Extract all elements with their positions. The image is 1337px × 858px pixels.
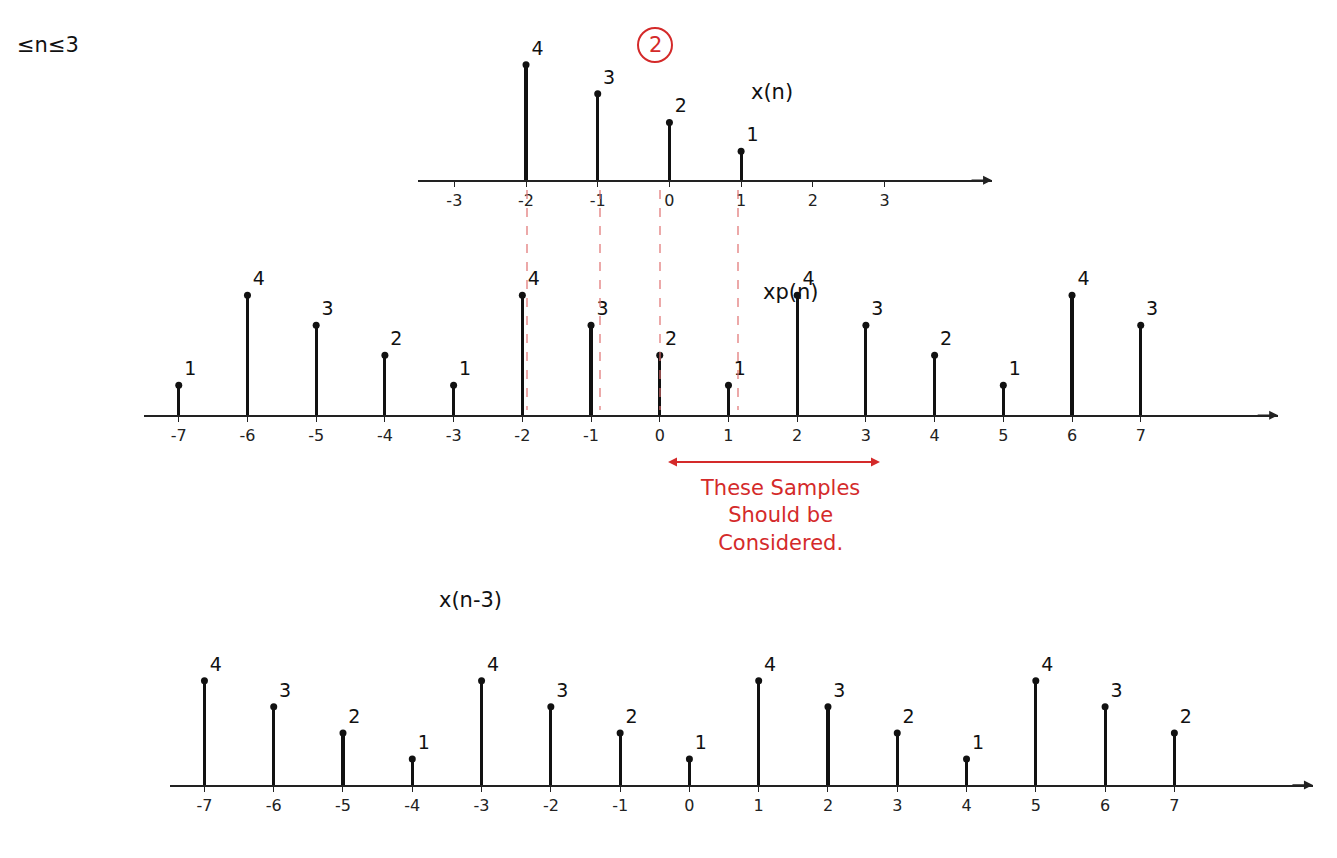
svg-text:2: 2	[940, 327, 952, 349]
svg-text:1: 1	[459, 357, 471, 379]
svg-text:2: 2	[823, 796, 833, 815]
svg-text:1: 1	[754, 796, 764, 815]
svg-text:3: 3	[833, 679, 845, 701]
svg-text:-4: -4	[377, 426, 393, 445]
svg-text:4: 4	[528, 267, 540, 289]
svg-text:-5: -5	[335, 796, 351, 815]
svg-text:1: 1	[734, 357, 746, 379]
svg-text:4: 4	[531, 37, 543, 59]
svg-text:4: 4	[1077, 267, 1089, 289]
svg-text:4: 4	[210, 653, 222, 675]
svg-text:2: 2	[903, 705, 915, 727]
svg-text:0: 0	[664, 191, 674, 210]
svg-text:-2: -2	[543, 796, 559, 815]
svg-text:1: 1	[736, 191, 746, 210]
svg-text:x(n): x(n)	[751, 80, 793, 104]
svg-text:-6: -6	[239, 426, 255, 445]
svg-text:-7: -7	[196, 796, 212, 815]
svg-text:3: 3	[871, 297, 883, 319]
svg-text:4: 4	[487, 653, 499, 675]
svg-text:2: 2	[665, 327, 677, 349]
svg-text:≤n≤3: ≤n≤3	[17, 33, 79, 57]
svg-text:4: 4	[961, 796, 971, 815]
svg-text:2: 2	[675, 94, 687, 116]
svg-text:2: 2	[390, 327, 402, 349]
svg-text:7: 7	[1169, 796, 1179, 815]
svg-text:1: 1	[1009, 357, 1021, 379]
svg-text:-3: -3	[474, 796, 490, 815]
svg-text:-3: -3	[446, 426, 462, 445]
svg-text:0: 0	[655, 426, 665, 445]
svg-text:3: 3	[861, 426, 871, 445]
svg-text:6: 6	[1100, 796, 1110, 815]
svg-text:-1: -1	[590, 191, 606, 210]
svg-text:2: 2	[1180, 705, 1192, 727]
svg-text:-1: -1	[583, 426, 599, 445]
svg-text:1: 1	[695, 731, 707, 753]
svg-text:3: 3	[879, 191, 889, 210]
svg-text:xp(n): xp(n)	[763, 280, 818, 304]
svg-text:5: 5	[1031, 796, 1041, 815]
svg-text:-3: -3	[446, 191, 462, 210]
svg-text:1: 1	[723, 426, 733, 445]
svg-text:-4: -4	[404, 796, 420, 815]
svg-text:-6: -6	[266, 796, 282, 815]
svg-text:3: 3	[1146, 297, 1158, 319]
svg-text:3: 3	[603, 66, 615, 88]
svg-text:-1: -1	[612, 796, 628, 815]
svg-text:4: 4	[1041, 653, 1053, 675]
svg-text:4: 4	[764, 653, 776, 675]
svg-text:2: 2	[348, 705, 360, 727]
svg-text:6: 6	[1067, 426, 1077, 445]
svg-text:3: 3	[892, 796, 902, 815]
svg-text:1: 1	[972, 731, 984, 753]
svg-text:-2: -2	[518, 191, 534, 210]
svg-text:-7: -7	[171, 426, 187, 445]
svg-text:2: 2	[808, 191, 818, 210]
svg-text:3: 3	[556, 679, 568, 701]
svg-text:2: 2	[649, 33, 662, 57]
svg-text:3: 3	[596, 297, 608, 319]
svg-text:4: 4	[930, 426, 940, 445]
svg-text:4: 4	[253, 267, 265, 289]
svg-text:x(n-3): x(n-3)	[439, 588, 502, 612]
svg-text:3: 3	[1110, 679, 1122, 701]
svg-text:1: 1	[418, 731, 430, 753]
svg-text:0: 0	[684, 796, 694, 815]
svg-text:3: 3	[322, 297, 334, 319]
svg-text:7: 7	[1136, 426, 1146, 445]
svg-text:1: 1	[746, 123, 758, 145]
svg-text:-5: -5	[308, 426, 324, 445]
svg-text:-2: -2	[514, 426, 530, 445]
svg-text:5: 5	[998, 426, 1008, 445]
svg-text:4: 4	[803, 267, 815, 289]
svg-text:2: 2	[626, 705, 638, 727]
svg-text:2: 2	[792, 426, 802, 445]
svg-text:3: 3	[279, 679, 291, 701]
svg-text:1: 1	[184, 357, 196, 379]
svg-text:These SamplesShould beConsider: These SamplesShould beConsidered.	[700, 476, 860, 555]
